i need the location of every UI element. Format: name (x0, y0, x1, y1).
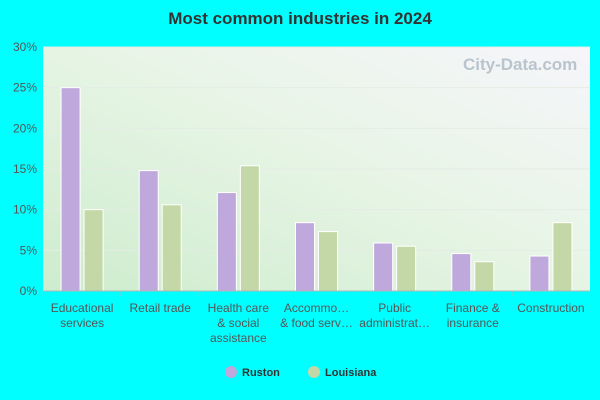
legend-swatch (308, 366, 320, 378)
x-tick-label: Construction (517, 301, 584, 315)
bar-louisiana (396, 245, 417, 292)
y-tick-label: 0% (20, 284, 38, 298)
y-axis: 0% 5% 10% 15% 20% 25% 30% (13, 40, 37, 298)
bar-louisiana (474, 261, 495, 292)
bar-louisiana (239, 165, 260, 292)
chart-title: Most common industries in 2024 (168, 9, 432, 28)
bar-ruston (216, 192, 237, 292)
bar-ruston (295, 222, 315, 292)
x-tick-label: Accommo… & food serv… (280, 301, 353, 330)
x-tick-label: Public administrat… (359, 301, 430, 330)
y-tick-label: 5% (20, 243, 38, 257)
legend-item-louisiana: Louisiana (308, 366, 377, 379)
bars (60, 87, 573, 292)
bar-ruston (373, 242, 394, 292)
watermark: City-Data.com (463, 55, 577, 74)
legend-swatch (225, 366, 237, 378)
y-tick-label: 25% (13, 81, 37, 95)
y-tick-label: 30% (13, 40, 37, 54)
y-tick-label: 15% (13, 162, 37, 176)
legend-label: Ruston (242, 367, 280, 379)
legend-item-ruston: Ruston (225, 366, 280, 379)
y-tick-label: 20% (13, 121, 37, 135)
bar-louisiana (161, 204, 182, 292)
bar-ruston (138, 170, 159, 292)
bar-louisiana (318, 231, 338, 292)
legend: Ruston Louisiana (225, 366, 377, 379)
x-tick-label: Finance & insurance (446, 301, 500, 330)
grid-lines (43, 46, 590, 251)
x-tick-label: Health care & social assistance (208, 301, 270, 345)
x-tick-label: Retail trade (130, 301, 192, 315)
x-tick-label: Educational services (51, 301, 114, 330)
legend-label: Louisiana (325, 367, 377, 379)
bar-louisiana (552, 222, 573, 292)
bar-ruston (60, 87, 81, 292)
bar-ruston (451, 253, 472, 292)
bar-louisiana (83, 209, 104, 292)
x-axis: Educational services Retail trade Health ca… (43, 290, 590, 345)
bar-ruston (529, 255, 550, 292)
y-tick-label: 10% (13, 203, 37, 217)
